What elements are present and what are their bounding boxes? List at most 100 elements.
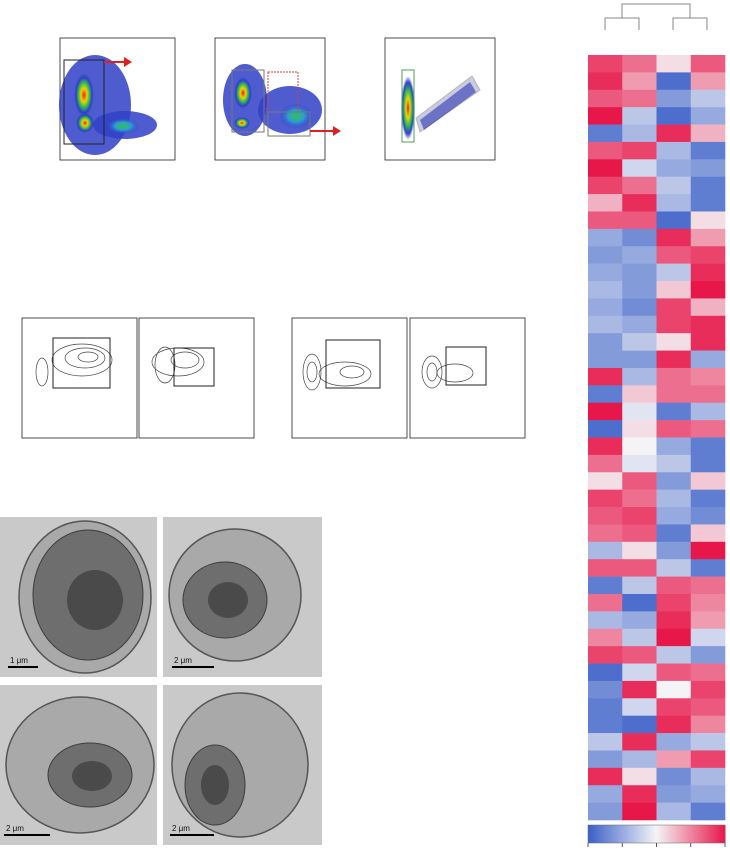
colorbar-segment [693, 825, 696, 843]
colorbar-segment [699, 825, 703, 843]
heatmap-cell [690, 680, 726, 699]
em-image: 2 μm [0, 685, 157, 845]
colorbar-segment [702, 825, 705, 843]
colorbar-segment [608, 825, 612, 843]
heatmap [588, 55, 726, 821]
heatmap-cell [588, 785, 623, 803]
colorbar-segment [688, 825, 692, 843]
dendrogram [604, 3, 708, 30]
heatmap-cell [656, 489, 692, 508]
heatmap-cell [656, 785, 692, 803]
heatmap-cell [656, 124, 692, 143]
colorbar-segment [667, 825, 671, 843]
heatmap-cell [690, 576, 726, 595]
heatmap-cell [588, 402, 623, 421]
scale-label: 1 μm [10, 656, 28, 665]
heatmap-cell [690, 176, 726, 195]
colorbar-segment [597, 825, 600, 843]
heatmap-cell [656, 385, 692, 404]
density [280, 104, 312, 128]
colorbar-segment [681, 825, 685, 843]
colorbar-segment [720, 825, 724, 843]
heatmap-cell [690, 298, 726, 317]
heatmap-cell [588, 176, 623, 195]
heatmap-cell [690, 802, 726, 821]
heatmap-cell [622, 576, 657, 595]
heatmap-cell [690, 211, 726, 230]
colorbar-segment [635, 825, 639, 843]
heatmap-cell [690, 628, 726, 647]
heatmap-cell [622, 385, 657, 404]
colorbar-segment [601, 825, 605, 843]
heatmap-cell [622, 402, 657, 421]
colorbar-segment [690, 825, 694, 843]
heatmap-cell [656, 159, 692, 178]
colorbar-segment [695, 825, 699, 843]
colorbar-segment [619, 825, 623, 843]
heatmap-cell [690, 507, 726, 525]
heatmap-cell [690, 454, 726, 473]
heatmap-cell [656, 72, 692, 91]
heatmap-cell [656, 228, 692, 247]
heatmap-cell [622, 176, 657, 195]
contour-plot [291, 317, 408, 439]
heatmap-cell [656, 767, 692, 786]
colorbar-segment [651, 825, 655, 843]
heatmap-cell [588, 194, 623, 212]
heatmap-cell [656, 733, 692, 751]
heatmap-cell [690, 611, 726, 630]
colorbar-segment [656, 825, 660, 843]
gate [401, 69, 415, 143]
density [234, 77, 252, 109]
dendrogram-branch [604, 17, 640, 30]
colorbar-segment [704, 825, 708, 843]
heatmap-cell [690, 437, 726, 456]
heatmap-cell [690, 541, 726, 560]
heatmap-cell [622, 715, 657, 734]
heatmap-cell [588, 698, 623, 716]
contour-plot [138, 317, 255, 439]
heatmap-cell [622, 72, 657, 91]
heatmap-cell [588, 541, 623, 560]
density [74, 73, 94, 117]
contour-plot [21, 317, 138, 439]
heatmap-cell [588, 472, 623, 490]
heatmap-cell [690, 646, 726, 664]
heatmap-cell [622, 141, 657, 160]
heatmap-cell [690, 141, 726, 160]
colorbar-segment [722, 825, 726, 843]
colorbar-segment [645, 825, 648, 843]
colorbar-segment [654, 825, 657, 843]
heatmap-cell [690, 524, 726, 543]
colorbar-segment [713, 825, 717, 843]
heatmap-cell [622, 228, 657, 247]
contour [154, 346, 176, 384]
heatmap-cell [656, 141, 692, 160]
heatmap-cell [690, 246, 726, 264]
contour [302, 353, 322, 391]
heatmap-cell [622, 733, 657, 751]
heatmap-cell [690, 281, 726, 299]
heatmap-cell [622, 246, 657, 264]
heatmap-cell [656, 315, 692, 334]
heatmap-cell [622, 472, 657, 490]
plot-frame [138, 317, 255, 439]
heatmap-cell [622, 628, 657, 647]
heatmap-cell [656, 194, 692, 212]
colorbar-segment [672, 825, 676, 843]
heatmap-cell [690, 489, 726, 508]
heatmap-cell [622, 211, 657, 230]
gate [267, 111, 311, 137]
gate [325, 339, 381, 389]
colorbar-segment [718, 825, 721, 843]
heatmap-cell [588, 385, 623, 404]
heatmap-cell [588, 646, 623, 664]
colorbar-segment [617, 825, 621, 843]
colorbar-segment [626, 825, 630, 843]
colorbar-segment [677, 825, 680, 843]
colorbar-segment [679, 825, 683, 843]
heatmap-cell [656, 524, 692, 543]
heatmap-cell [622, 489, 657, 508]
colorbar-segment [711, 825, 715, 843]
